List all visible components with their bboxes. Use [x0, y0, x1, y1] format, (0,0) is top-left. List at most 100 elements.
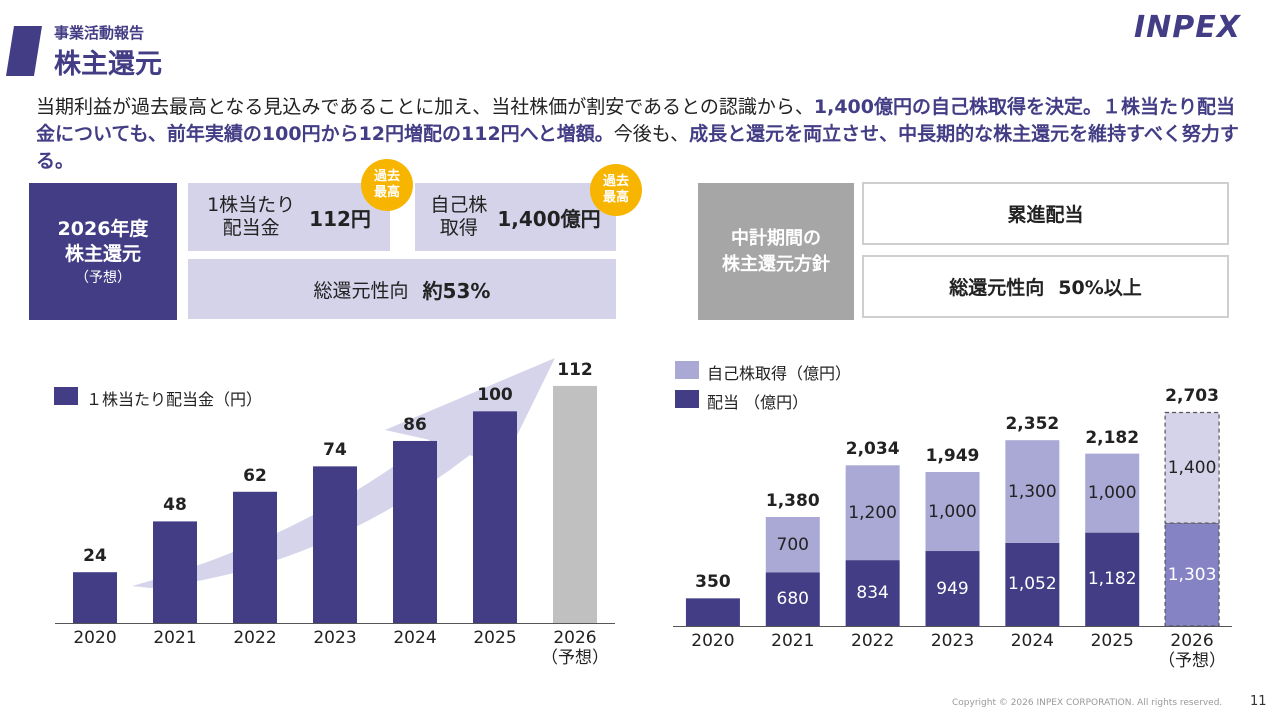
value-label: 86 — [403, 414, 427, 435]
policy-item: 累進配当 — [862, 182, 1229, 245]
section-label: 事業活動報告 — [54, 24, 145, 42]
bar — [845, 465, 900, 561]
value-label: 949 — [936, 578, 969, 599]
bar — [553, 385, 597, 623]
bar — [393, 440, 437, 623]
value-label: 1,303 — [1167, 564, 1217, 585]
value-label: 1,000 — [1087, 483, 1137, 504]
policy-label: 総還元性向 — [949, 277, 1045, 299]
bar — [925, 551, 980, 626]
policy-item: 総還元性向 50%以上 — [862, 255, 1229, 318]
x-tick-label: 2025 — [1090, 631, 1134, 651]
x-tick-label: 2026 （予想） — [541, 628, 609, 668]
bar — [73, 572, 117, 623]
buyback-label: 自己株 取得 — [430, 194, 488, 239]
x-tick-label: 2021 — [771, 631, 815, 651]
value-label: 1,182 — [1087, 569, 1137, 590]
summary: 当期利益が過去最高となる見込みであることに加え、当社株価が割安であるとの認識から… — [36, 94, 1251, 175]
x-tick-label: 2022 — [233, 628, 277, 648]
dividend-label: 1株当たり 配当金 — [207, 194, 296, 239]
bar — [313, 466, 357, 623]
value-label: 834 — [856, 583, 889, 604]
payout-label: 総還元性向 — [313, 279, 409, 302]
total-label: 2,182 — [1085, 427, 1140, 448]
x-tick-label: 2020 — [73, 628, 117, 648]
legend-label: 配当 （億円） — [707, 393, 809, 412]
summary-emphasis: 1,400億円の自己株取得を決定。 — [813, 96, 1102, 118]
title-accent — [6, 26, 42, 76]
value-label: 1,200 — [848, 502, 897, 523]
bar — [1164, 522, 1220, 627]
policy-title: 中計期間の 株主還元方針 — [698, 183, 854, 320]
bar — [845, 560, 900, 626]
bar — [233, 491, 277, 623]
record-badge: 過去 最高 — [590, 164, 642, 216]
x-tick-label: 2025 — [473, 628, 517, 648]
page-title: 株主還元 — [54, 49, 162, 80]
legend-label: １株当たり配当金（円） — [86, 390, 263, 409]
x-tick-label: 2021 — [153, 628, 197, 648]
total-label: 350 — [695, 572, 731, 593]
value-label: 700 — [776, 534, 810, 555]
legend-label: 自己株取得（億円） — [707, 364, 852, 383]
legend-swatch — [675, 390, 699, 408]
legend-swatch — [54, 387, 78, 405]
x-tick-label: 2020 — [691, 631, 735, 651]
policy-value: 50%以上 — [1058, 277, 1142, 299]
bar — [765, 572, 820, 626]
copyright: Copyright © 2026 INPEX CORPORATION. All … — [952, 698, 1223, 708]
record-badge: 過去 最高 — [361, 159, 413, 211]
x-tick-label: 2023 — [313, 628, 357, 648]
legend-swatch — [675, 361, 699, 379]
bar — [1085, 532, 1140, 626]
summary-emphasis: 成長と還元を両立させ、中長期的な株主還元を維持すべく努力する。 — [36, 123, 1239, 172]
bar — [685, 598, 740, 626]
bar — [1005, 542, 1060, 626]
x-tick-label: 2026 （予想） — [1158, 631, 1227, 671]
summary-text: 今後も、 — [613, 123, 690, 145]
buyback-box: 自己株 取得 1,400億円 — [415, 183, 616, 251]
total-label: 1,949 — [925, 446, 980, 467]
value-label: 112 — [557, 359, 593, 380]
x-tick-label: 2024 — [1010, 631, 1054, 651]
total-label: 2,352 — [1005, 414, 1060, 435]
total-label: 2,703 — [1165, 386, 1219, 407]
value-label: 680 — [776, 589, 810, 610]
page-number: 11 — [1250, 694, 1267, 709]
value-label: 74 — [323, 440, 347, 461]
bar — [765, 516, 820, 573]
value-label: 48 — [163, 495, 187, 516]
value-label: 1,000 — [928, 501, 977, 522]
summary-emphasis: １株当たり配当金についても、前年実績の100円から12円増配の112円へと増額。 — [36, 96, 1235, 145]
value-label: 1,400 — [1167, 457, 1217, 478]
summary-text: 当期利益が過去最高となる見込みであることに加え、当社株価が割安であるとの認識から… — [36, 96, 814, 118]
payout-value: 約53% — [422, 278, 491, 303]
growth-arrow — [132, 358, 555, 588]
dividend-box: 1株当たり 配当金 112円 — [188, 183, 390, 251]
value-label: 1,300 — [1008, 481, 1057, 502]
value-label: 1,052 — [1008, 574, 1057, 595]
payout-box: 総還元性向 約53% — [188, 259, 616, 319]
bar — [1005, 440, 1060, 543]
x-tick-label: 2022 — [851, 631, 895, 651]
buyback-value: 1,400億円 — [497, 206, 601, 231]
logo: INPEX — [1134, 10, 1241, 45]
x-tick-label: 2023 — [930, 631, 975, 651]
value-label: 100 — [477, 385, 513, 406]
dividend-value: 112円 — [309, 206, 371, 231]
value-label: 24 — [83, 546, 107, 567]
bar — [473, 411, 517, 623]
forecast-title: 2026年度 株主還元 — [57, 217, 149, 265]
total-label: 2,034 — [845, 439, 900, 460]
forecast-panel: 2026年度 株主還元 （予想） — [29, 183, 177, 320]
bar — [1164, 411, 1220, 524]
policy-label: 累進配当 — [1007, 204, 1084, 226]
bar — [925, 472, 980, 552]
total-label: 1,380 — [765, 490, 820, 511]
bar — [1085, 453, 1140, 533]
value-label: 62 — [243, 465, 267, 486]
x-tick-label: 2024 — [393, 628, 437, 648]
forecast-note: （予想） — [75, 269, 131, 286]
